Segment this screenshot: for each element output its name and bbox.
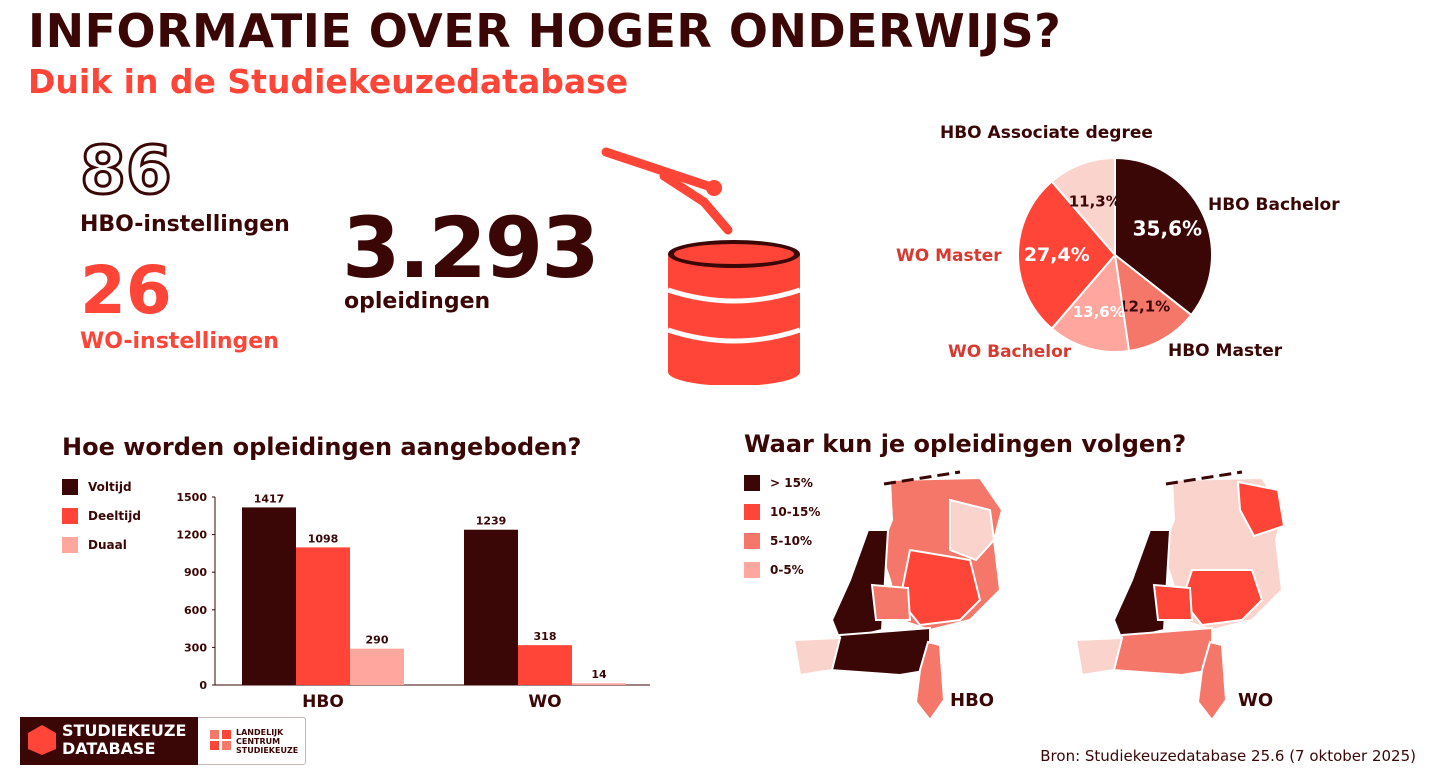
legend-label: 0-5% (770, 563, 804, 577)
pie-label-wo-master: WO Master (896, 246, 1002, 266)
pie-slice-hbo-master (1113, 252, 1193, 353)
y-tick-label: 1200 (176, 529, 207, 542)
wo-count: 26 (80, 252, 172, 329)
pie-value-label: 13,6% (1073, 303, 1125, 321)
hbo-label: HBO-instellingen (80, 212, 290, 237)
total-count: 3.293 (342, 199, 600, 297)
x-category-label: WO (528, 692, 561, 712)
bar-value-label: 1239 (476, 515, 507, 528)
lcs-logo-icon (210, 730, 231, 750)
region-utrecht (1152, 583, 1194, 621)
region-groningen (1236, 480, 1286, 538)
wo-netherlands-map (1074, 470, 1286, 722)
y-tick-label: 600 (184, 604, 207, 617)
y-tick-label: 300 (184, 641, 207, 654)
bar-wo-duaal (572, 683, 626, 685)
map-legend-item: > 15% (744, 475, 813, 491)
map-legend-item: 5-10% (744, 533, 812, 549)
x-category-label: HBO (302, 692, 344, 712)
pie-slice-wo-bachelor (1050, 252, 1131, 353)
legend-label: 5-10% (770, 534, 813, 548)
page-title: INFORMATIE OVER HOGER ONDERWIJS? (28, 4, 1062, 58)
logo-mark-icon (28, 725, 56, 755)
page-subtitle: Duik in de Studiekeuzedatabase (28, 62, 629, 101)
legend-swatch (744, 533, 760, 549)
pie-label-hbo-bachelor: HBO Bachelor (1208, 195, 1340, 215)
bar-value-label: 1098 (308, 532, 339, 545)
hbo-netherlands-map (792, 470, 1004, 722)
database-icon (667, 240, 801, 385)
logo-line: STUDIEKEUZE (62, 721, 187, 740)
wadden-islands (883, 470, 961, 486)
pie-label-hbo-master: HBO Master (1168, 341, 1283, 361)
logo-line: STUDIEKEUZE (236, 746, 299, 755)
legend-swatch (62, 479, 78, 495)
legend-label: Voltijd (88, 480, 132, 494)
bar-value-label: 14 (591, 668, 607, 681)
map-legend-item: 0-5% (744, 562, 804, 578)
program-type-pie-chart: 35,6% 12,1%13,6% 27,4% 11,3% (1017, 156, 1213, 353)
pie-label-hbo-ad: HBO Associate degree (940, 123, 1153, 143)
pie-slice-wo-master (1017, 180, 1117, 330)
pie-value-label: 11,3% (1069, 192, 1121, 210)
pie-slice-hbo-associate-degree (1050, 156, 1116, 258)
legend-swatch (744, 475, 760, 491)
map-legend-item: 10-15% (744, 504, 820, 520)
region-limburg (1196, 640, 1228, 722)
pie-value-label: 27,4% (1024, 244, 1090, 266)
diver-database-illustration (601, 147, 801, 385)
bar-value-label: 318 (534, 630, 557, 643)
lcs-logo-text: LANDELIJK CENTRUM STUDIEKEUZE (236, 728, 298, 755)
region-brabant (828, 626, 931, 677)
bar-hbo-deeltijd (296, 547, 350, 685)
bar-wo-deeltijd (518, 645, 572, 685)
region-brabant (1110, 626, 1213, 677)
legend-label: > 15% (770, 476, 813, 490)
pie-label-wo-bachelor: WO Bachelor (948, 342, 1072, 362)
region-limburg (914, 640, 946, 722)
legend-swatch (744, 504, 760, 520)
hbo-count: 86 (79, 132, 174, 209)
region-utrecht (870, 583, 912, 621)
pie-value-label: 12,1% (1118, 297, 1170, 315)
legend-swatch (744, 562, 760, 578)
logo-line: CENTRUM (236, 737, 281, 746)
bar-hbo-duaal (350, 648, 404, 685)
bar-hbo-voltijd (242, 507, 296, 685)
pie-slice-hbo-bachelor (1114, 156, 1213, 317)
bar-wo-voltijd (464, 529, 518, 685)
legend-duaal: Duaal (62, 537, 127, 553)
bar-section-title: Hoe worden opleidingen aangeboden? (62, 433, 582, 461)
y-tick-label: 1500 (176, 491, 207, 504)
region-drenthe (949, 498, 996, 562)
diver-icon (601, 147, 733, 235)
y-tick-label: 0 (199, 679, 207, 692)
legend-swatch (62, 508, 78, 524)
bar-value-label: 290 (366, 634, 389, 647)
legend-swatch (62, 537, 78, 553)
bar-value-label: 1417 (254, 492, 285, 505)
logo-text: STUDIEKEUZE DATABASE (62, 722, 186, 758)
wadden-islands (1165, 470, 1243, 486)
source-note: Bron: Studiekeuzedatabase 25.6 (7 oktobe… (1040, 747, 1416, 765)
wo-map-label: WO (1238, 690, 1274, 711)
y-tick-label: 900 (184, 566, 207, 579)
legend-label: Deeltijd (88, 509, 141, 523)
delivery-bar-chart: 0 300 600 900 1200 1500 1417 1098 290 HBO 1239 318 1… (176, 491, 650, 712)
legend-deeltijd: Deeltijd (62, 508, 141, 524)
region-zeeland (1074, 636, 1124, 677)
wo-label: WO-instellingen (80, 329, 279, 354)
hbo-map-label: HBO (950, 690, 995, 711)
region-zeeland (792, 636, 842, 677)
pie-value-label: 35,6% (1133, 217, 1202, 241)
total-label: opleidingen (344, 289, 491, 314)
legend-label: 10-15% (770, 505, 821, 519)
legend-voltijd: Voltijd (62, 479, 132, 495)
legend-label: Duaal (88, 538, 127, 552)
logo-line: LANDELIJK (236, 728, 284, 737)
logo-line: DATABASE (62, 739, 156, 758)
map-section-title: Waar kun je opleidingen volgen? (744, 430, 1187, 458)
